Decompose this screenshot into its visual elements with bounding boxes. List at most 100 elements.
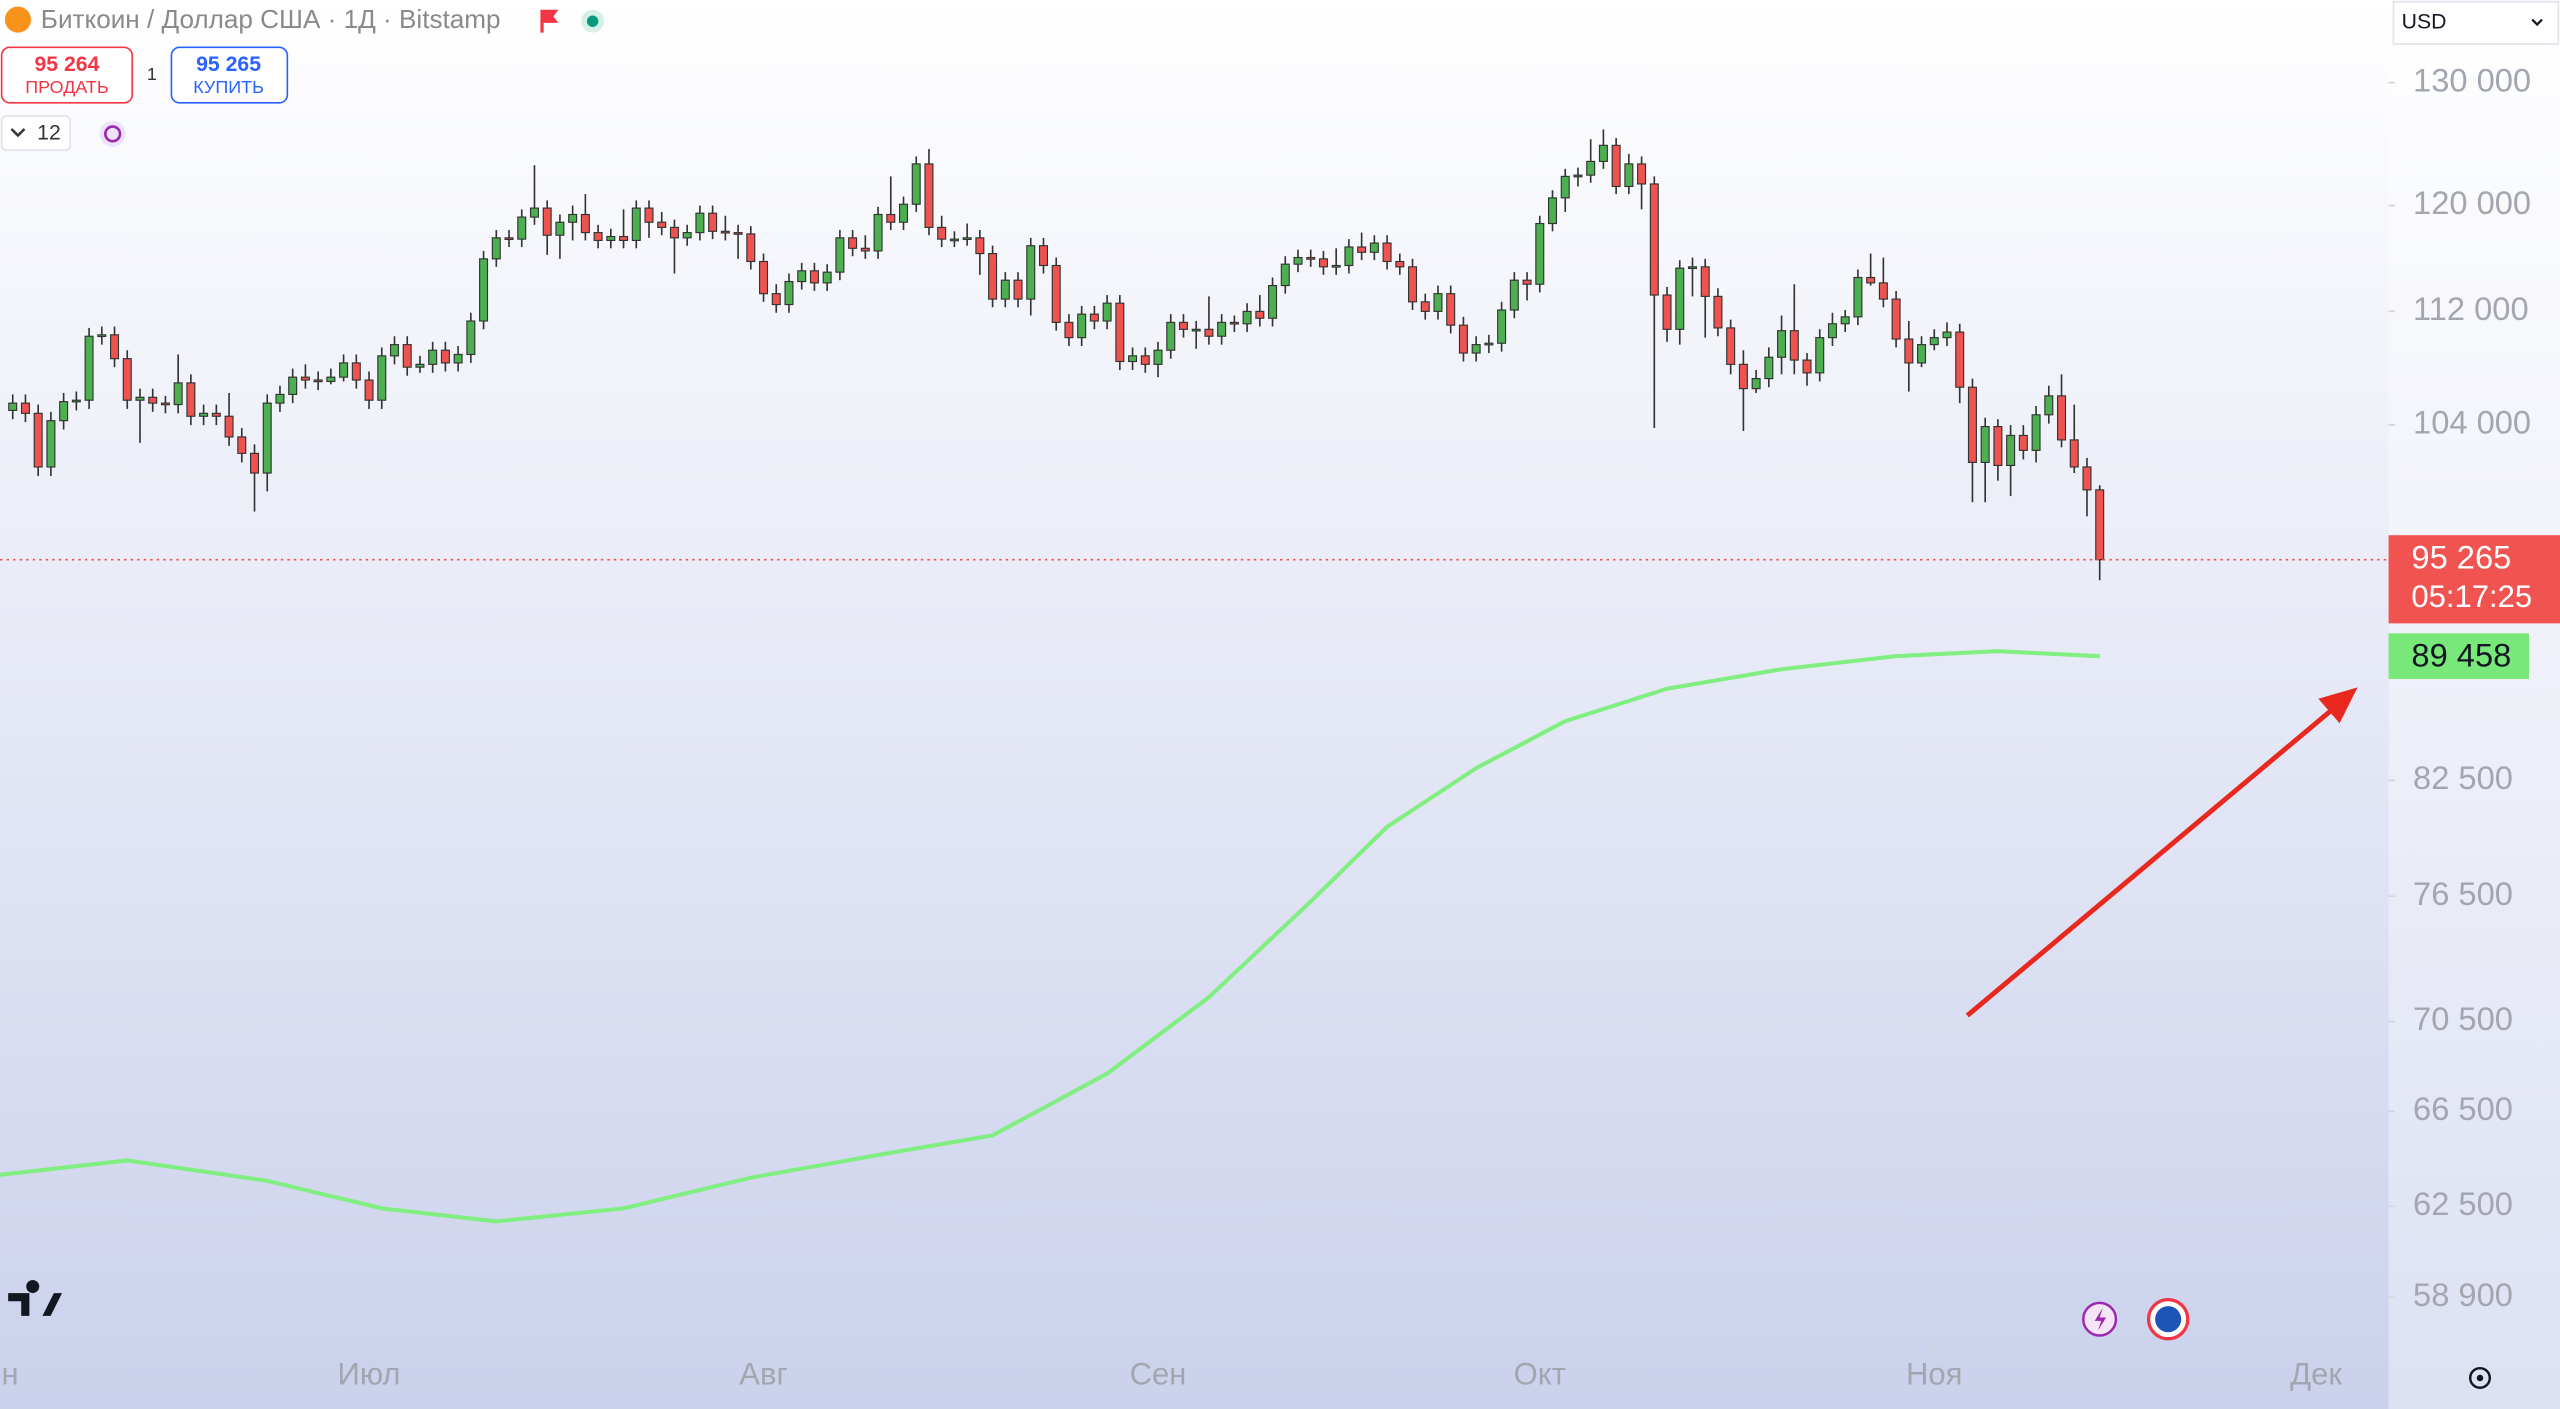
candle-body: [695, 212, 705, 234]
candle-body: [708, 212, 718, 232]
y-tick-label: 70 500: [2413, 1000, 2513, 1037]
candle-body: [1726, 327, 1736, 365]
candle-body: [453, 353, 463, 364]
candle-body: [860, 247, 870, 252]
candle-body: [84, 335, 94, 401]
candle-body: [1993, 425, 2003, 467]
currency-select[interactable]: [2392, 0, 2560, 45]
candle-body: [377, 355, 387, 401]
candle-body: [237, 436, 247, 454]
refresh-button[interactable]: [99, 120, 126, 147]
candle-body: [1318, 258, 1328, 268]
candle-body: [644, 207, 654, 223]
lightning: [2094, 1307, 2107, 1331]
candle-body: [822, 271, 832, 284]
candle-body: [1115, 302, 1125, 363]
candle-body: [262, 402, 272, 474]
candle-body: [2069, 439, 2079, 468]
candle-body: [1382, 242, 1392, 263]
candle-body: [1268, 284, 1278, 319]
sell-button[interactable]: [0, 46, 134, 104]
candle-body: [1929, 337, 1939, 346]
y-tick-label: 130 000: [2413, 61, 2531, 98]
x-tick-label: Дек: [2290, 1357, 2342, 1392]
x-tick-label: Сен: [1130, 1357, 1187, 1392]
candle-body: [759, 260, 769, 295]
candle-body: [1815, 337, 1825, 374]
status-dot: [586, 15, 599, 27]
settings-icon[interactable]: [2468, 1366, 2492, 1389]
candle-body: [1967, 386, 1977, 463]
y-tick-label: 104 000: [2413, 404, 2531, 441]
line-series: [0, 649, 2100, 1224]
candle-body: [59, 401, 69, 422]
y-tick-label: 120 000: [2413, 184, 2531, 221]
candle-body: [657, 221, 667, 228]
candle-body: [1637, 163, 1647, 185]
candle-body: [1598, 144, 1608, 162]
candle-body: [1395, 260, 1405, 268]
y-tick-label: 76 500: [2413, 875, 2513, 912]
candle-body: [1917, 344, 1927, 364]
candle-body: [300, 376, 310, 381]
candle-body: [33, 412, 43, 468]
refresh-icon: [104, 125, 122, 143]
candle-body: [2031, 414, 2041, 451]
candle-body: [2006, 434, 2016, 467]
candle-body: [1751, 378, 1761, 390]
candle-body: [1000, 279, 1010, 300]
candle-body: [351, 362, 361, 381]
candle-body: [339, 362, 349, 378]
candle-body: [288, 376, 298, 395]
candle-body: [173, 382, 183, 406]
x-tick-label: Июл: [338, 1357, 401, 1392]
candle-body: [1369, 242, 1379, 253]
candle-body: [466, 320, 476, 356]
candle-body: [593, 232, 603, 242]
candle-body: [97, 334, 107, 338]
sell-label: ПРОДАТЬ: [25, 77, 108, 97]
candle-body: [428, 349, 438, 365]
candle-body: [1089, 313, 1099, 322]
indicator-count: 12: [37, 121, 61, 144]
candle-body: [746, 233, 756, 263]
logo: [8, 1280, 63, 1316]
coin-icon: [4, 6, 32, 33]
chevron: [2531, 18, 2543, 27]
candle-body: [1051, 264, 1061, 323]
candle-body: [886, 213, 896, 223]
candle-body: [517, 216, 527, 240]
candle-body: [733, 232, 743, 235]
candle-body: [275, 393, 285, 404]
candle-body: [402, 344, 412, 368]
candle-body: [71, 399, 81, 403]
candle-body: [606, 235, 616, 242]
candle-body: [1077, 313, 1087, 339]
buy-button[interactable]: [170, 46, 289, 104]
candle-body: [2095, 489, 2105, 561]
candle-body: [1471, 344, 1481, 354]
candle-body: [809, 270, 819, 284]
candle-body: [1293, 256, 1303, 265]
candle-body: [8, 402, 18, 411]
candle-body: [491, 237, 501, 260]
candle-body: [249, 452, 260, 474]
candle-body: [1446, 293, 1456, 326]
candle-body: [313, 379, 323, 383]
indicator-toggle[interactable]: [0, 115, 72, 152]
candle-body: [1586, 160, 1596, 176]
candle-body: [1547, 197, 1558, 225]
candle-body: [797, 270, 807, 283]
candle-body: [1738, 363, 1748, 390]
flag-us: [2155, 1306, 2182, 1333]
candle-body: [1687, 266, 1698, 270]
candle-body: [771, 293, 781, 306]
candle-body: [631, 207, 641, 242]
candle-body: [20, 402, 30, 414]
candle-body: [1891, 298, 1901, 340]
candle-body: [784, 280, 794, 306]
candle-body: [1166, 321, 1176, 351]
candle-body: [224, 415, 234, 438]
x-tick-label: Ноя: [1906, 1357, 1962, 1392]
